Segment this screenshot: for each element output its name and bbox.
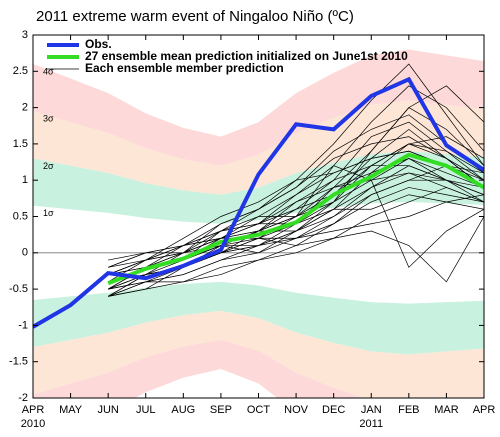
y-tick-label: 0.5 <box>13 210 28 222</box>
x-tick-label: DEC <box>322 404 345 416</box>
series-line <box>107 152 484 286</box>
sigma-label: 1σ <box>43 208 54 218</box>
sigma-band <box>33 339 484 398</box>
y-tick-label: -1 <box>18 319 28 331</box>
sigma-bands <box>33 49 484 398</box>
legend-label: 27 ensemble mean prediction initialized … <box>85 49 408 63</box>
sigma-label: 4σ <box>43 66 54 76</box>
x-tick-label: JAN <box>361 404 382 416</box>
x-tick-label: APR <box>473 404 496 416</box>
axes: 1σ 2σ 3σ 4σ -2 -1.5 -1 -0.5 0 0.5 1 1.5 2 2.5 3 APR 2010… <box>9 29 495 430</box>
x-tick-label: MAY <box>59 404 83 416</box>
y-tick-label: 0 <box>22 247 28 259</box>
x-tick-label: SEP <box>210 404 232 416</box>
y-tick-label: 2.5 <box>13 65 28 77</box>
sigma-label: 2σ <box>43 161 54 171</box>
sigma-band <box>33 310 484 398</box>
x-year-label: 2010 <box>21 418 45 430</box>
series-line <box>33 76 484 329</box>
chart-title: 2011 extreme warm event of Ningaloo Niño… <box>36 8 354 25</box>
member-line <box>108 150 484 275</box>
y-tick-label: -0.5 <box>9 283 28 295</box>
y-tick-label: 2 <box>22 102 28 114</box>
y-tick-label: -1.5 <box>9 356 28 368</box>
x-tick-label: MAR <box>434 404 459 416</box>
x-tick-label: AUG <box>171 404 195 416</box>
member-line <box>108 114 484 283</box>
sigma-band <box>33 49 484 166</box>
legend-label: Obs. <box>85 37 112 51</box>
x-tick-label: APR <box>22 404 45 416</box>
y-tick-label: 3 <box>22 29 28 41</box>
y-tick-label: 1.5 <box>13 138 28 150</box>
lines <box>33 63 484 329</box>
x-tick-label: JUL <box>136 404 156 416</box>
member-line <box>108 216 484 283</box>
x-year-label: 2011 <box>359 418 383 430</box>
sigma-band <box>33 100 484 195</box>
x-tick-label: OCT <box>247 404 271 416</box>
x-tick-label: FEB <box>398 404 419 416</box>
member-line <box>108 179 484 290</box>
sigma-band <box>33 151 484 224</box>
y-tick-label: -2 <box>18 392 28 404</box>
legend-label: Each ensemble member prediction <box>85 61 284 75</box>
sigma-label: 3σ <box>43 114 54 124</box>
x-tick-label: NOV <box>284 404 309 416</box>
y-tick-label: 1 <box>22 174 28 186</box>
x-tick-label: JUN <box>97 404 118 416</box>
